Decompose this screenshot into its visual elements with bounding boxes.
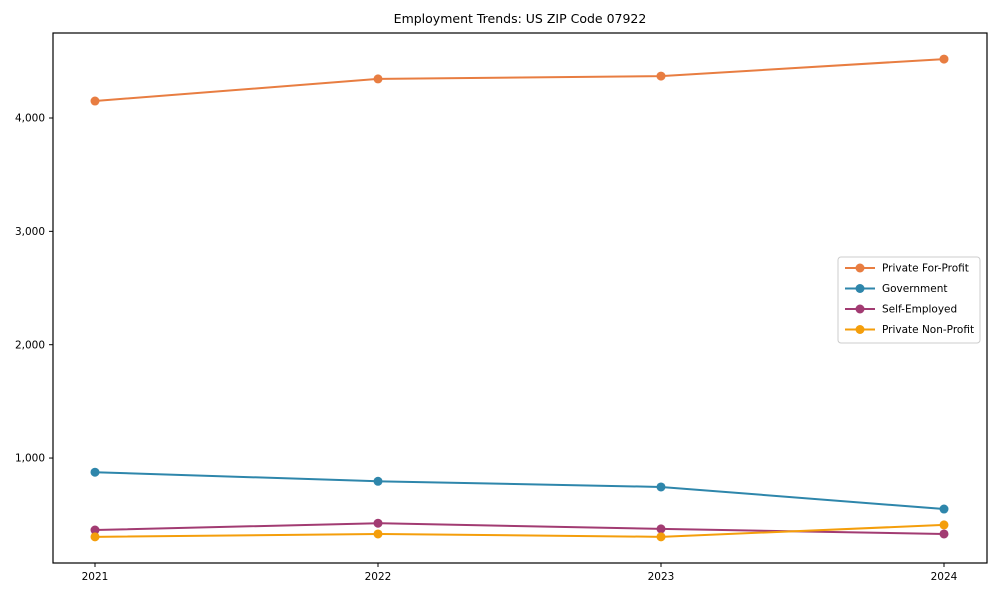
data-point-private-for-profit-2024 (939, 54, 949, 64)
data-point-private-for-profit-2023 (656, 71, 666, 81)
data-point-self-employed-2021 (90, 525, 100, 535)
legend-marker-government (855, 284, 865, 293)
y-tick-label: 4,000 (15, 113, 45, 125)
x-tick-label: 2023 (648, 571, 675, 583)
data-point-government-2021 (90, 467, 100, 477)
plot-spines (52, 32, 988, 564)
y-tick-label: 1,000 (15, 453, 45, 465)
data-point-government-2024 (939, 504, 949, 514)
y-tick-label: 2,000 (15, 339, 45, 351)
legend-marker-private-non-profit (855, 325, 865, 334)
series-line-private-non-profit (94, 523, 945, 538)
data-point-self-employed-2024 (939, 529, 949, 539)
legend-frame (837, 256, 981, 344)
legend-marker-private-for-profit (855, 263, 865, 273)
data-point-private-non-profit-2024 (939, 520, 949, 530)
series-line-private-for-profit (94, 58, 945, 103)
series-line-self-employed (94, 522, 945, 535)
legend-label-self-employed: Self-Employed (882, 304, 957, 316)
data-point-government-2023 (656, 482, 666, 492)
data-point-private-for-profit-2022 (373, 74, 383, 84)
data-point-private-non-profit-2022 (373, 529, 383, 539)
legend-entry-self-employed: Self-Employed (845, 304, 957, 316)
legend-label-private-non-profit: Private Non-Profit (882, 324, 974, 336)
data-point-private-for-profit-2021 (90, 96, 100, 106)
x-tick-label: 2024 (931, 571, 958, 583)
data-point-private-non-profit-2023 (656, 532, 666, 542)
legend-entry-private-non-profit: Private Non-Profit (845, 324, 974, 336)
data-point-self-employed-2022 (373, 518, 383, 528)
legend: Private For-Profit Government Self-Employe… (837, 256, 981, 344)
chart-title: Employment Trends: US ZIP Code 07922 (394, 11, 647, 26)
x-tick-label: 2021 (82, 571, 109, 583)
legend-entry-private-for-profit: Private For-Profit (845, 263, 969, 275)
legend-marker-self-employed (855, 304, 865, 314)
y-tick-label: 3,000 (15, 226, 45, 238)
data-point-private-non-profit-2021 (90, 532, 100, 542)
legend-label-private-for-profit: Private For-Profit (882, 263, 969, 275)
legend-entry-government: Government (845, 283, 947, 295)
x-tick-label: 2022 (365, 571, 392, 583)
series-line-government (94, 471, 945, 511)
legend-label-government: Government (882, 283, 947, 295)
data-point-government-2022 (373, 476, 383, 486)
data-point-self-employed-2023 (656, 524, 666, 534)
